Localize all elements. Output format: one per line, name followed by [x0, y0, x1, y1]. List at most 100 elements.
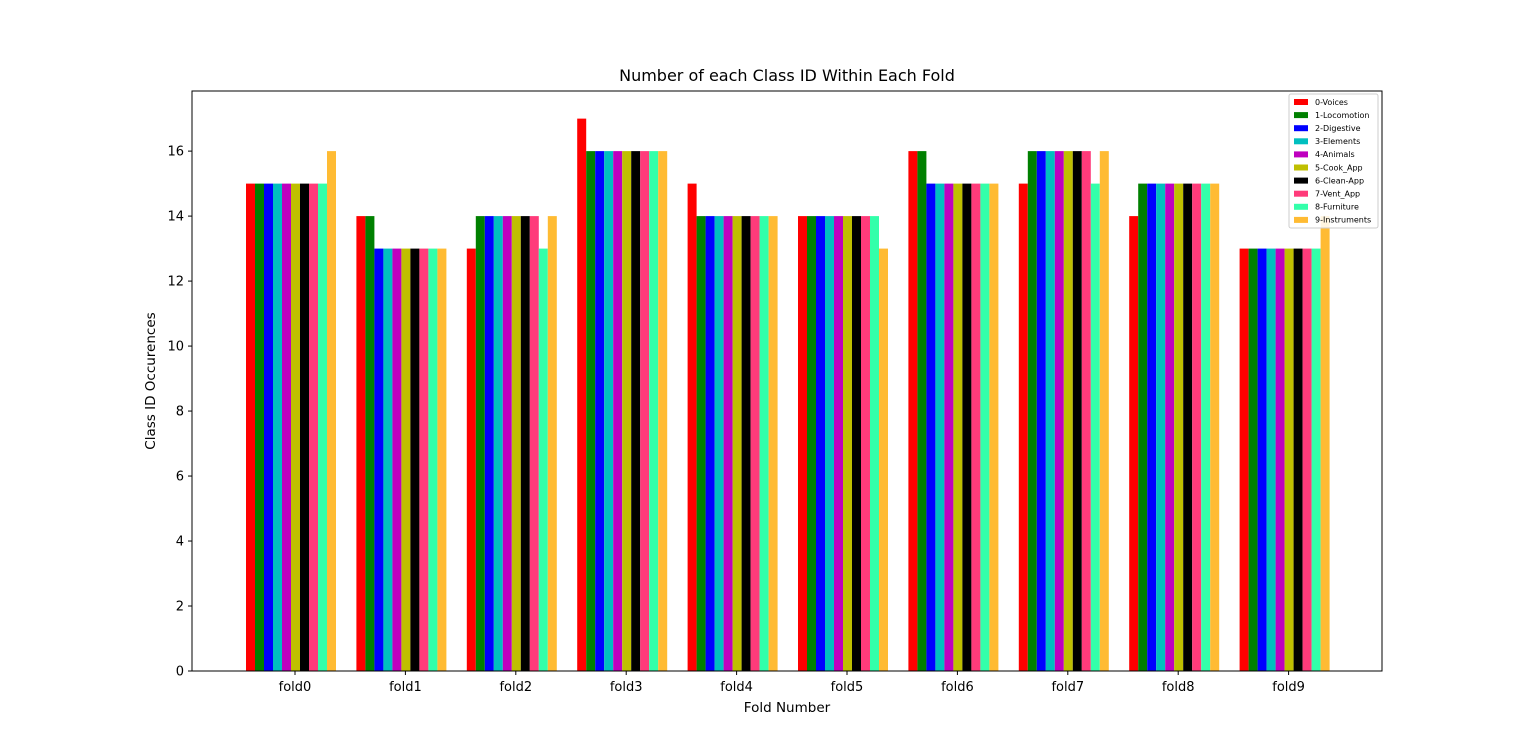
bar-4-animals-fold9	[1275, 248, 1285, 671]
bar-6-clean-app-fold1	[410, 248, 420, 671]
x-tick-label-fold1: fold1	[389, 680, 422, 695]
bar-4-animals-fold3	[613, 151, 623, 672]
y-tick-label: 0	[176, 665, 184, 680]
bar-0-voices-fold0	[246, 183, 255, 672]
legend-swatch	[1294, 216, 1308, 223]
legend-swatch	[1294, 190, 1308, 197]
legend-swatch	[1294, 177, 1308, 184]
bar-6-clean-app-fold5	[852, 216, 861, 671]
bar-5-cook-app-fold8	[1174, 183, 1184, 672]
bar-9-instruments-fold1	[437, 248, 447, 671]
bar-9-instruments-fold2	[547, 216, 557, 671]
legend-label: 8-Furniture	[1315, 203, 1359, 212]
bar-1-locomotion-fold8	[1138, 183, 1148, 672]
bar-3-elements-fold3	[604, 151, 614, 672]
bar-9-instruments-fold3	[658, 151, 668, 672]
legend: 0-Voices 1-Locomotion 2-Digestive 3-Element…	[1288, 93, 1379, 229]
bar-7-vent-app-fold8	[1192, 183, 1202, 672]
bar-8-furniture-fold7	[1090, 183, 1100, 672]
legend-swatch	[1294, 125, 1308, 132]
legend-swatch	[1294, 112, 1308, 119]
bar-2-digestive-fold8	[1147, 183, 1157, 672]
bar-7-vent-app-fold6	[971, 183, 981, 672]
bar-7-vent-app-fold9	[1302, 248, 1312, 671]
bar-9-instruments-fold9	[1320, 216, 1330, 671]
bar-8-furniture-fold9	[1311, 248, 1321, 671]
legend-swatch	[1294, 99, 1308, 105]
bar-7-vent-app-fold5	[861, 216, 870, 671]
x-tick-label-fold2: fold2	[499, 680, 532, 695]
bar-6-clean-app-fold2	[520, 216, 530, 671]
bar-0-voices-fold1	[356, 216, 366, 671]
y-tick-label: 16	[167, 145, 184, 160]
bar-3-elements-fold9	[1266, 248, 1276, 671]
bar-5-cook-app-fold7	[1063, 151, 1073, 672]
legend-label: 4-Animals	[1315, 150, 1355, 159]
legend-swatch	[1294, 203, 1308, 210]
bar-9-instruments-fold4	[768, 216, 778, 671]
legend-label: 6-Clean-App	[1315, 176, 1364, 185]
legend-box	[1288, 93, 1379, 229]
bar-4-animals-fold4	[723, 216, 733, 671]
x-tick-label-fold7: fold7	[1051, 680, 1084, 695]
bar-0-voices-fold8	[1129, 216, 1139, 671]
bar-6-clean-app-fold7	[1072, 151, 1082, 672]
x-tick-label-fold0: fold0	[279, 680, 312, 695]
legend-label: 1-Locomotion	[1315, 111, 1370, 120]
legend-swatch	[1294, 151, 1308, 158]
x-tick-label-fold4: fold4	[720, 680, 753, 695]
y-tick-label: 4	[176, 535, 184, 550]
y-tick-label: 2	[176, 600, 184, 615]
legend-swatch	[1294, 164, 1308, 171]
bar-6-clean-app-fold4	[741, 216, 751, 671]
legend-label: 0-Voices	[1315, 98, 1348, 107]
bar-1-locomotion-fold0	[255, 183, 264, 672]
bar-1-locomotion-fold1	[365, 216, 375, 671]
bar-4-animals-fold2	[502, 216, 512, 671]
legend-label: 5-Cook_App	[1315, 163, 1363, 172]
bar-3-elements-fold2	[493, 216, 503, 671]
bar-4-animals-fold6	[944, 183, 954, 672]
bar-2-digestive-fold5	[816, 216, 825, 671]
bar-7-vent-app-fold3	[640, 151, 650, 672]
bar-6-clean-app-fold8	[1183, 183, 1193, 672]
bar-7-vent-app-fold4	[750, 216, 760, 671]
bar-2-digestive-fold4	[705, 216, 715, 671]
bar-8-furniture-fold3	[649, 151, 659, 672]
bar-4-animals-fold8	[1165, 183, 1175, 672]
bar-3-elements-fold7	[1045, 151, 1055, 672]
bar-7-vent-app-fold1	[419, 248, 429, 671]
bar-0-voices-fold6	[908, 151, 918, 672]
bar-6-clean-app-fold6	[962, 183, 972, 672]
bar-6-clean-app-fold0	[300, 183, 309, 672]
bar-2-digestive-fold2	[484, 216, 494, 671]
bar-2-digestive-fold1	[374, 248, 384, 671]
bar-9-instruments-fold7	[1099, 151, 1109, 672]
legend-label: 3-Elements	[1315, 137, 1360, 146]
bar-4-animals-fold7	[1054, 151, 1064, 672]
x-tick-label-fold6: fold6	[941, 680, 974, 695]
bar-8-furniture-fold0	[318, 183, 327, 672]
bar-0-voices-fold5	[798, 216, 807, 671]
bar-9-instruments-fold5	[879, 248, 888, 671]
x-tick-label-fold8: fold8	[1162, 680, 1195, 695]
bar-9-instruments-fold6	[989, 183, 999, 672]
bar-5-cook-app-fold3	[622, 151, 632, 672]
bar-2-digestive-fold6	[926, 183, 936, 672]
legend-label: 2-Digestive	[1315, 124, 1361, 133]
bar-1-locomotion-fold4	[696, 216, 706, 671]
bars-layer	[246, 118, 1330, 672]
bar-1-locomotion-fold6	[917, 151, 927, 672]
bar-0-voices-fold2	[466, 248, 476, 671]
bar-5-cook-app-fold6	[953, 183, 963, 672]
bar-3-elements-fold8	[1156, 183, 1166, 672]
bar-8-furniture-fold4	[759, 216, 769, 671]
bar-1-locomotion-fold2	[475, 216, 485, 671]
bar-1-locomotion-fold3	[586, 151, 596, 672]
x-tick-label-fold9: fold9	[1272, 680, 1305, 695]
bar-3-elements-fold6	[935, 183, 945, 672]
legend-label: 7-Vent_App	[1315, 190, 1360, 199]
bar-8-furniture-fold8	[1201, 183, 1211, 672]
bar-0-voices-fold3	[577, 118, 587, 672]
